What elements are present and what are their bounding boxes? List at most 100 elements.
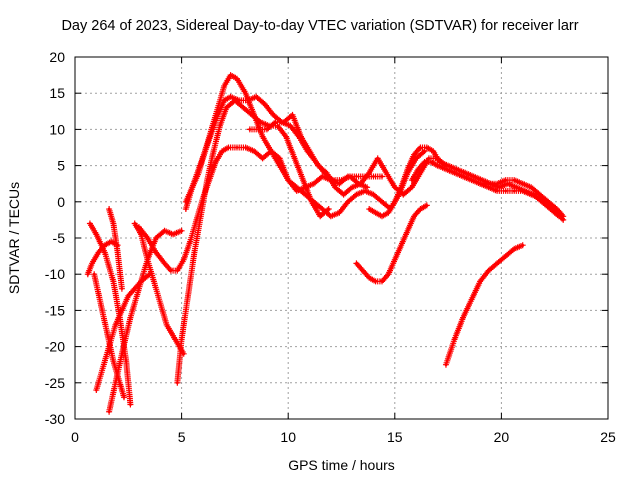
data-point [416, 167, 420, 171]
data-point [393, 200, 397, 204]
data-point [355, 193, 358, 196]
data-point [555, 207, 559, 211]
data-point [327, 207, 331, 211]
data-point [463, 171, 467, 175]
y-tick-label: -20 [45, 339, 65, 355]
data-point [154, 251, 158, 254]
data-point [291, 113, 294, 117]
data-point [122, 395, 126, 399]
data-point [461, 175, 465, 178]
series-markers [106, 206, 125, 292]
data-point [329, 214, 333, 218]
series-markers [353, 202, 430, 285]
data-point [163, 229, 166, 233]
x-tick-label: 5 [178, 429, 186, 445]
data-point [361, 269, 365, 272]
data-point [269, 149, 273, 153]
data-point [107, 207, 111, 211]
data-point [453, 171, 456, 175]
data-point [521, 189, 525, 193]
data-point [229, 73, 233, 77]
data-point [504, 254, 508, 258]
data-point [284, 135, 288, 139]
data-point [308, 149, 311, 153]
data-point [282, 120, 286, 124]
data-point [163, 261, 166, 265]
data-point [180, 337, 184, 341]
data-point [109, 240, 113, 244]
data-point [301, 178, 305, 182]
data-point [152, 280, 156, 283]
data-point [146, 258, 149, 262]
data-point [293, 156, 296, 160]
data-point [431, 149, 435, 153]
data-point [320, 175, 324, 178]
data-point [461, 316, 465, 320]
series-markers [366, 144, 562, 220]
data-point [120, 352, 124, 356]
data-point [133, 222, 137, 225]
series-arc-1 [86, 220, 134, 408]
series-markers [135, 144, 385, 274]
data-point [346, 200, 350, 204]
data-point [259, 120, 262, 124]
series-markers [408, 159, 567, 223]
data-point [363, 189, 367, 193]
data-point [418, 146, 422, 149]
x-tick-label: 0 [71, 429, 79, 445]
data-point [173, 337, 177, 341]
data-point [248, 127, 252, 131]
data-point [512, 178, 516, 182]
data-point [94, 232, 98, 236]
data-point [367, 171, 371, 175]
data-point [180, 229, 184, 233]
chart-title: Day 264 of 2023, Sidereal Day-to-day VTE… [61, 18, 579, 34]
data-point [146, 236, 149, 240]
data-point [446, 164, 450, 168]
data-point [495, 261, 499, 265]
data-point [355, 175, 358, 178]
data-point [129, 316, 132, 320]
data-point [561, 218, 565, 222]
y-tick-label: -10 [45, 266, 65, 282]
data-point [495, 189, 499, 193]
data-point [229, 95, 233, 99]
data-point [169, 269, 173, 272]
data-point [244, 146, 247, 149]
data-point [529, 193, 533, 196]
x-tick-label: 10 [280, 429, 296, 445]
data-point [337, 211, 341, 215]
data-point [90, 261, 94, 265]
data-point [165, 323, 169, 327]
y-tick-label: 15 [49, 85, 65, 101]
data-point [393, 185, 397, 189]
y-tick-label: 20 [49, 49, 65, 65]
data-point [184, 200, 188, 204]
data-point [312, 182, 316, 186]
y-tick-label: 0 [57, 194, 65, 210]
data-point [114, 323, 117, 327]
data-point [487, 269, 491, 272]
data-point [384, 171, 388, 175]
data-point [120, 287, 124, 291]
data-point [350, 185, 354, 189]
data-point [216, 106, 220, 110]
data-point [103, 243, 107, 247]
data-point [453, 337, 456, 341]
data-point [495, 182, 499, 186]
series-arc-15 [408, 159, 567, 223]
data-point [340, 178, 343, 182]
y-tick-label: -15 [45, 302, 65, 318]
data-point [429, 160, 433, 164]
data-point [436, 164, 439, 168]
series-arc-6 [106, 227, 185, 415]
data-point [316, 164, 320, 168]
data-point [278, 156, 282, 160]
data-point [438, 160, 441, 164]
data-point [218, 124, 222, 128]
data-point [175, 269, 179, 272]
data-point [410, 185, 414, 189]
data-point [372, 175, 375, 178]
data-point [222, 84, 226, 88]
